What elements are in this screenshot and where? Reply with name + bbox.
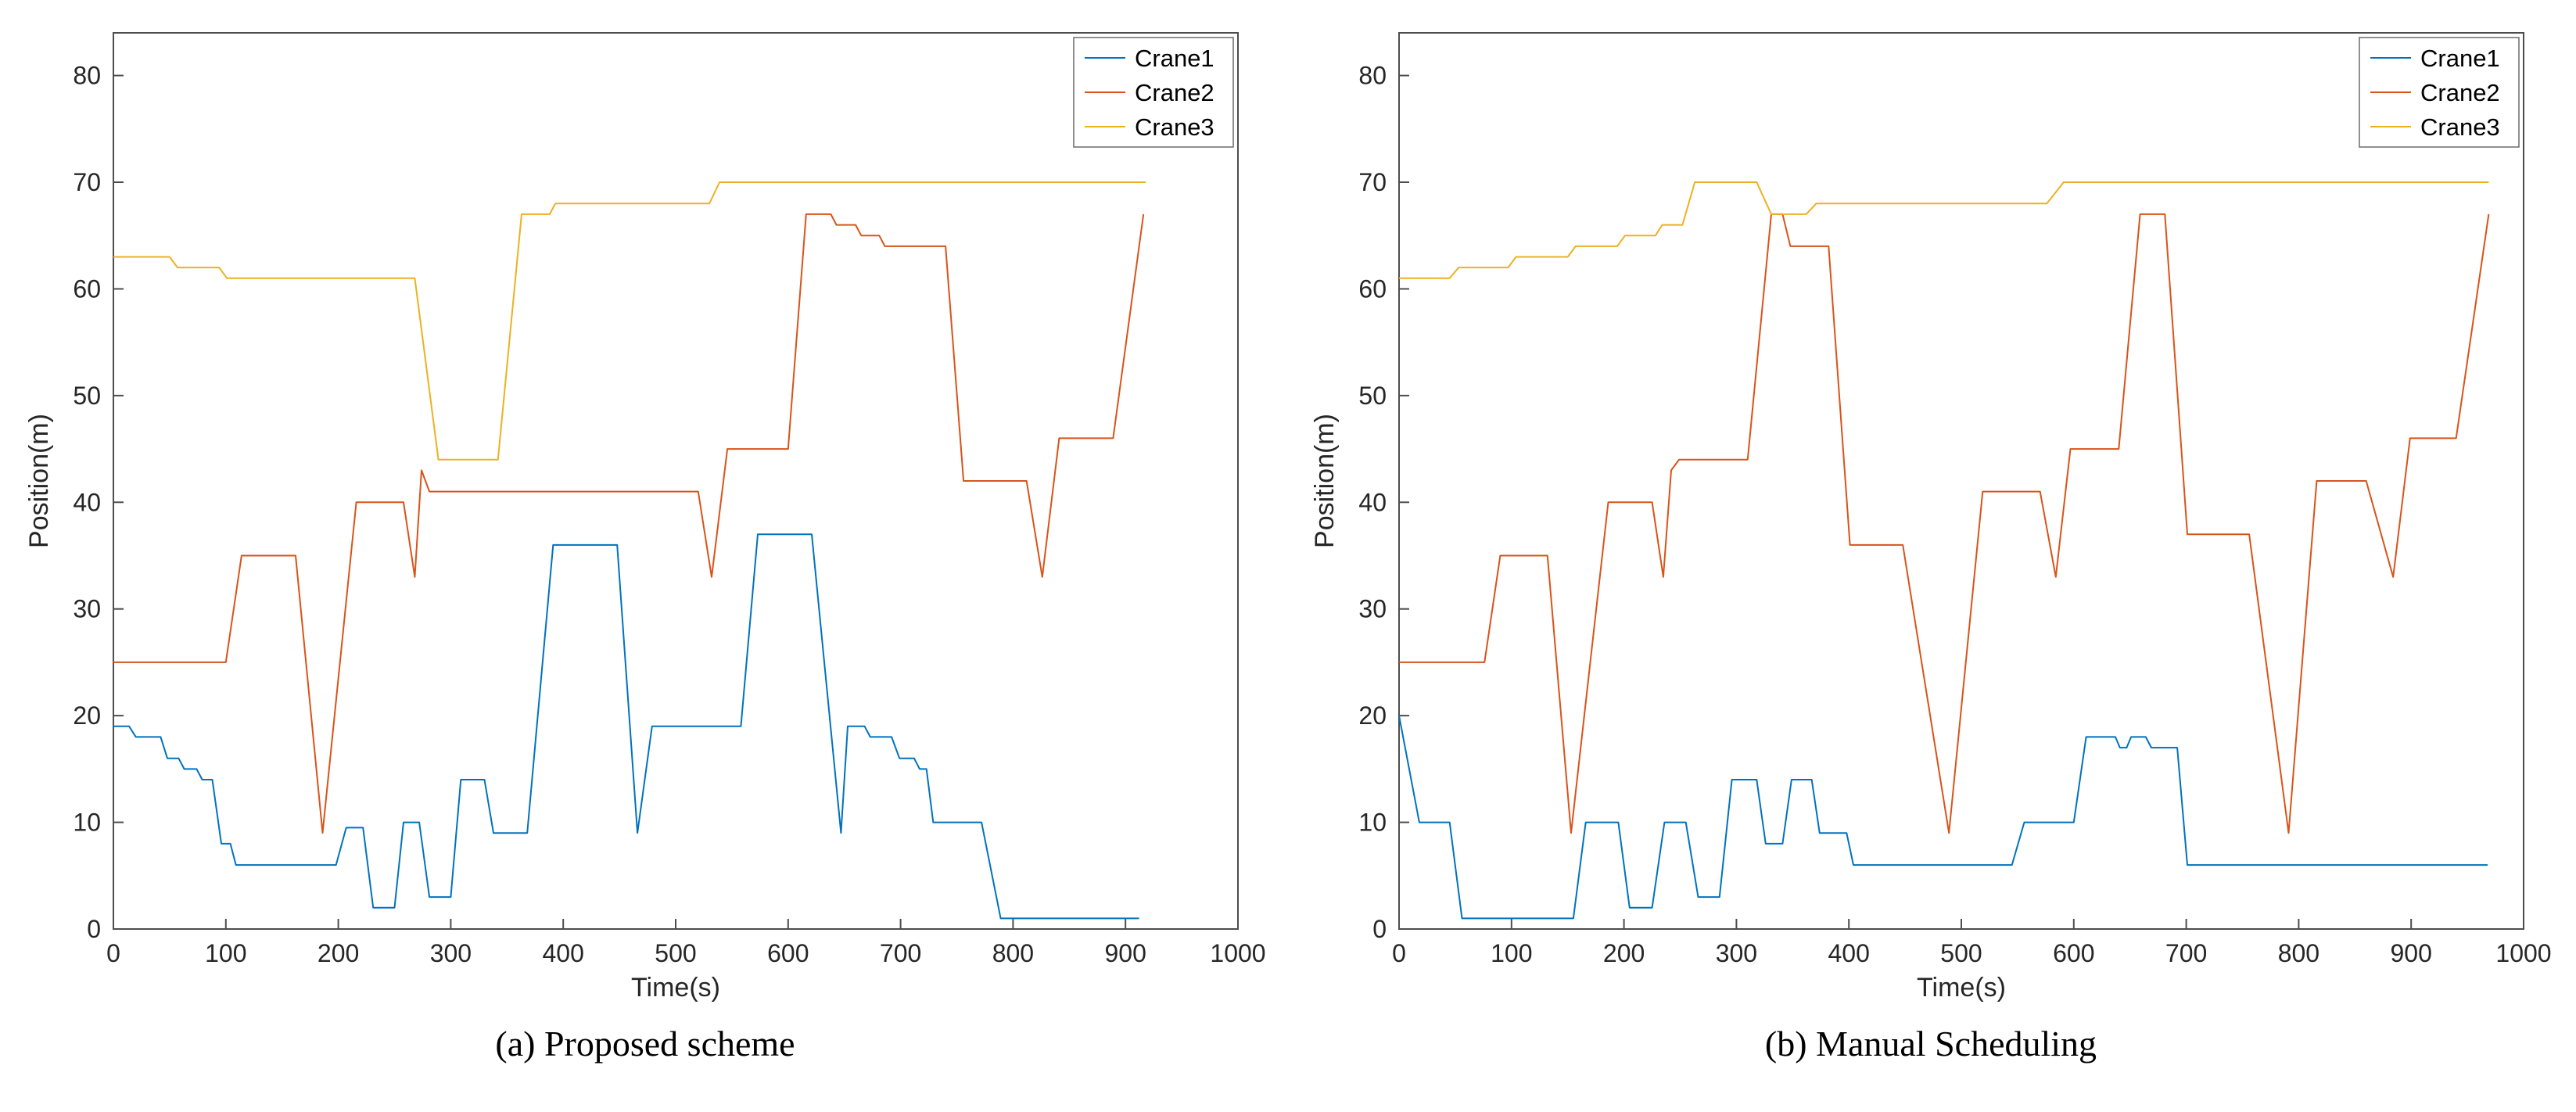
x-tick-label: 700 [880,939,921,967]
y-tick-label: 80 [73,62,101,90]
legend: Crane1 Crane2 Crane3 [1073,37,1234,148]
chart-proposed-scheme: 0 100 200 300 400 500 600 700 800 900 1000 0 10 20 30 4… [20,9,1271,1018]
series-line-crane2 [1399,213,2490,834]
legend-label-crane2: Crane2 [1135,79,1214,106]
x-tick-label: 800 [992,939,1034,967]
y-tick-label: 30 [73,595,101,623]
series-group [113,181,1146,920]
series-line-crane1 [1399,715,2488,920]
series-line-crane1 [113,533,1139,920]
y-tick-label: 20 [1358,701,1387,730]
y-tick-label: 30 [1358,595,1387,623]
y-tick-label: 50 [1358,382,1387,410]
y-tick-label: 70 [73,168,101,196]
legend: Crane1 Crane2 Crane3 [2359,37,2520,148]
y-tick-label: 70 [1358,168,1387,196]
caption-manual-scheduling: (b) Manual Scheduling [1764,1024,2097,1064]
x-tick-label: 1000 [1210,939,1265,967]
y-axis-label: Position(m) [1310,414,1340,548]
x-tick-label: 100 [205,939,246,967]
x-tick-label: 200 [318,939,359,967]
x-tick-label: 800 [2278,939,2319,967]
plot-box [113,32,1239,930]
x-tick-label: 600 [767,939,809,967]
chart-manual-scheduling: 0 100 200 300 400 500 600 700 800 900 1000 0 10 20 30 4… [1305,9,2556,1018]
series-line-crane3 [113,181,1146,461]
series-line-crane3 [1399,181,2489,279]
x-tick-label: 600 [2053,939,2094,967]
y-axis-label: Position(m) [24,414,54,548]
figure-manual-scheduling: 0 100 200 300 400 500 600 700 800 900 1000 0 10 20 30 4… [1305,9,2556,1064]
x-tick-label: 900 [1105,939,1146,967]
x-axis-label: Time(s) [631,973,720,1003]
y-tick-label: 80 [1358,62,1387,90]
x-tick-label: 500 [655,939,696,967]
y-tick-label: 10 [73,809,101,837]
x-tick-label: 1000 [2495,939,2551,967]
x-axis-label: Time(s) [1917,973,2006,1003]
y-axis: 0 10 20 30 40 50 60 70 80 [1358,62,1409,943]
x-tick-label: 500 [1940,939,1982,967]
x-tick-label: 0 [1392,939,1406,967]
y-axis: 0 10 20 30 40 50 60 70 80 [73,62,124,943]
legend-label-crane1: Crane1 [1135,45,1214,72]
caption-proposed-scheme: (a) Proposed scheme [495,1024,795,1064]
figure-proposed-scheme: 0 100 200 300 400 500 600 700 800 900 1000 0 10 20 30 4… [20,9,1271,1064]
x-tick-label: 300 [1716,939,1757,967]
y-tick-label: 50 [73,382,101,410]
y-tick-label: 60 [73,274,101,303]
x-tick-label: 200 [1603,939,1645,967]
y-tick-label: 0 [1372,915,1387,943]
x-tick-label: 400 [1828,939,1870,967]
x-tick-label: 0 [106,939,120,967]
x-tick-label: 400 [543,939,584,967]
y-tick-label: 0 [87,915,101,943]
y-tick-label: 40 [1358,488,1387,516]
x-tick-label: 900 [2391,939,2432,967]
y-tick-label: 20 [73,701,101,730]
x-axis: 0 100 200 300 400 500 600 700 800 900 1000 [1392,919,2552,967]
y-tick-label: 40 [73,488,101,516]
x-tick-label: 300 [430,939,472,967]
series-line-crane2 [113,213,1145,834]
series-group [1399,181,2490,920]
x-tick-label: 100 [1491,939,1532,967]
legend-label-crane1: Crane1 [2420,45,2500,72]
y-tick-label: 60 [1358,274,1387,303]
figures-row: 0 100 200 300 400 500 600 700 800 900 1000 0 10 20 30 4… [20,9,2556,1064]
legend-label-crane2: Crane2 [2420,79,2500,106]
x-axis: 0 100 200 300 400 500 600 700 800 900 1000 [106,919,1266,967]
x-tick-label: 700 [2165,939,2207,967]
y-tick-label: 10 [1358,809,1387,837]
legend-label-crane3: Crane3 [1135,113,1214,141]
legend-label-crane3: Crane3 [2420,113,2500,141]
